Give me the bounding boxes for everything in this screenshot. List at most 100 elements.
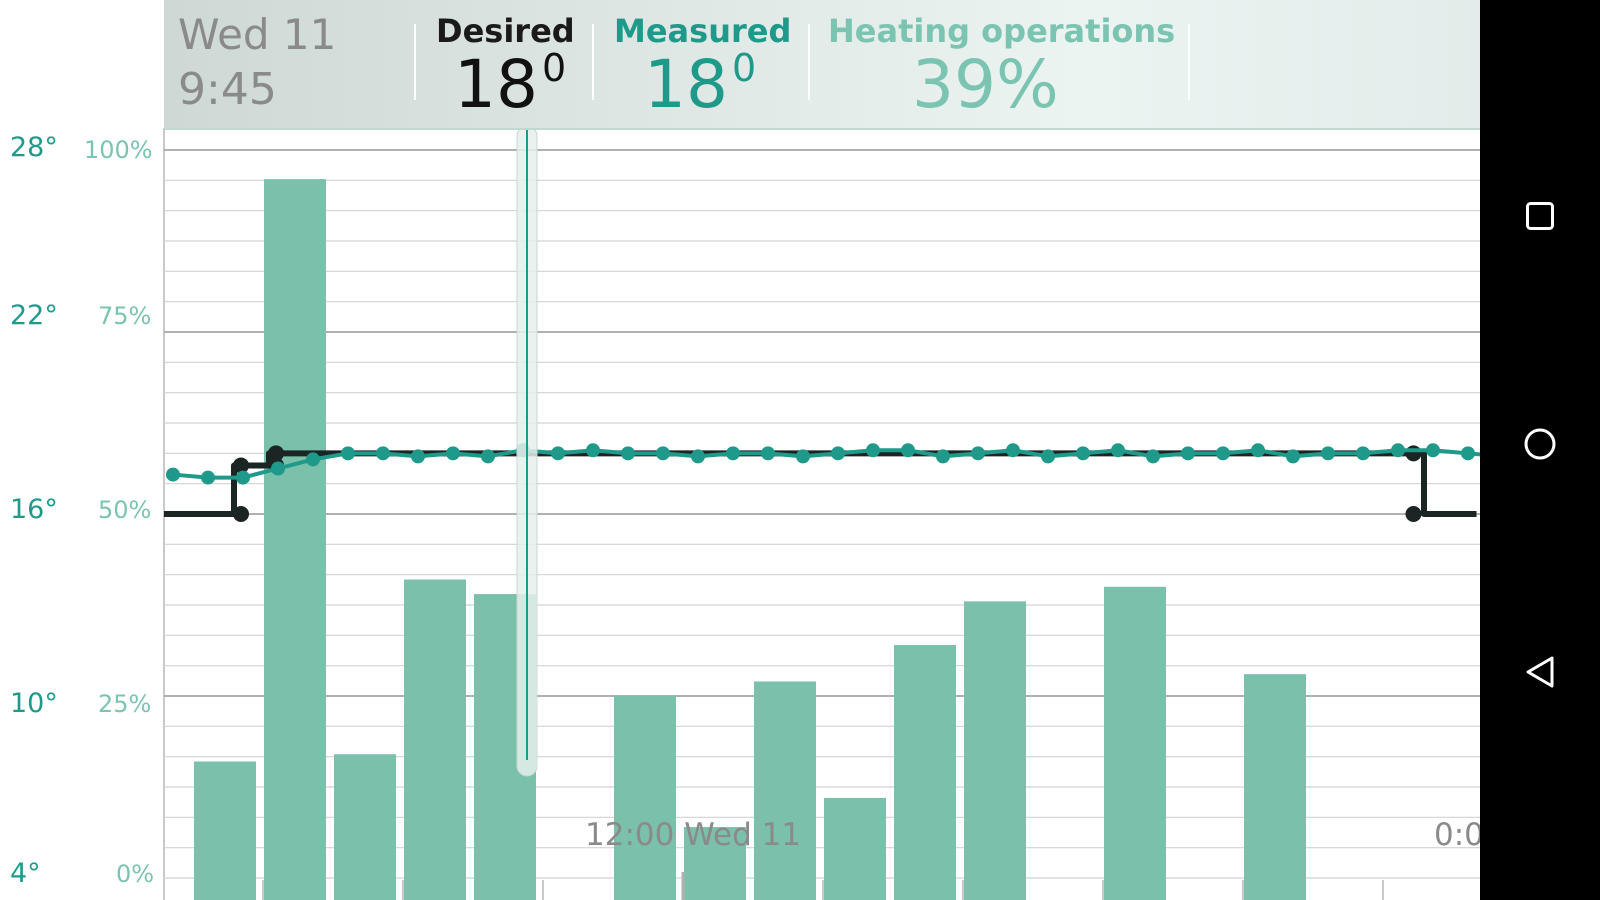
temp-tick-label: 10° bbox=[10, 688, 58, 719]
desired-line bbox=[164, 450, 1477, 517]
percent-tick-label: 0% bbox=[116, 860, 155, 888]
measured-point bbox=[901, 443, 915, 458]
time-label: 9:45 bbox=[178, 64, 277, 115]
measured-temperature-series bbox=[166, 443, 1480, 485]
measured-point bbox=[866, 443, 880, 458]
measured-number: 18 bbox=[644, 46, 728, 123]
temp-tick-label: 4° bbox=[10, 858, 41, 889]
measured-point bbox=[621, 446, 635, 461]
measured-point bbox=[761, 446, 775, 461]
measured-point bbox=[1391, 443, 1405, 458]
measured-point bbox=[481, 449, 495, 464]
measured-point bbox=[1426, 443, 1440, 458]
measured-point bbox=[1006, 443, 1020, 458]
heating-bars bbox=[194, 179, 1306, 900]
measured-value: 18 0 bbox=[644, 46, 756, 123]
heating-label: Heating operations bbox=[828, 12, 1176, 50]
heating-block[interactable]: Heating operations 39% bbox=[828, 0, 1175, 128]
header-divider bbox=[414, 24, 416, 100]
heating-bar bbox=[754, 681, 816, 900]
desired-point[interactable] bbox=[1405, 445, 1422, 462]
percent-tick-label: 50% bbox=[98, 496, 152, 524]
measured-point bbox=[551, 446, 565, 461]
measured-point bbox=[1181, 446, 1195, 461]
measured-point bbox=[796, 449, 810, 464]
desired-label: Desired bbox=[436, 12, 575, 50]
measured-point bbox=[656, 446, 670, 461]
heating-bar bbox=[404, 579, 466, 900]
measured-degree: 0 bbox=[731, 46, 757, 90]
measured-point bbox=[1041, 449, 1055, 464]
back-button[interactable] bbox=[1510, 642, 1570, 702]
desired-degree: 0 bbox=[541, 46, 567, 90]
heating-bar bbox=[894, 645, 956, 900]
measured-point bbox=[446, 446, 460, 461]
date-label: Wed 11 bbox=[178, 10, 337, 59]
measured-point bbox=[1321, 446, 1335, 461]
percent-tick-label: 100% bbox=[84, 136, 153, 164]
measured-point bbox=[1216, 446, 1230, 461]
circle-icon bbox=[1524, 428, 1556, 460]
measured-point bbox=[1251, 443, 1265, 458]
measured-point bbox=[376, 446, 390, 461]
heating-value: 39% bbox=[912, 46, 1059, 123]
time-cursor[interactable] bbox=[516, 125, 538, 777]
home-button[interactable] bbox=[1510, 414, 1570, 474]
heating-bar bbox=[824, 797, 886, 900]
heating-bar bbox=[264, 179, 326, 900]
measured-point bbox=[971, 446, 985, 461]
measured-point bbox=[831, 446, 845, 461]
measured-point bbox=[341, 446, 355, 461]
measured-point bbox=[306, 452, 320, 467]
measured-point bbox=[1461, 446, 1475, 461]
measured-point bbox=[166, 467, 180, 482]
percent-tick-label: 25% bbox=[98, 690, 152, 718]
heating-bar bbox=[334, 754, 396, 900]
measured-point bbox=[1111, 443, 1125, 458]
time-label-midnight: 0:0 bbox=[1434, 817, 1480, 853]
temp-tick-label: 28° bbox=[10, 132, 58, 163]
measured-point bbox=[586, 443, 600, 458]
android-nav-bar bbox=[1480, 0, 1600, 900]
header-divider bbox=[592, 24, 594, 100]
measured-line bbox=[172, 448, 1480, 480]
measured-point bbox=[936, 449, 950, 464]
measured-point bbox=[271, 461, 285, 476]
heating-bar bbox=[1244, 674, 1306, 900]
heating-bar bbox=[614, 696, 676, 900]
chart-area[interactable]: 12:00 Wed 11 0:0 bbox=[0, 0, 1480, 900]
desired-point[interactable] bbox=[268, 445, 284, 462]
desired-point[interactable] bbox=[233, 457, 249, 474]
heating-bar bbox=[684, 827, 746, 900]
time-labels: 12:00 Wed 11 0:0 bbox=[585, 817, 1480, 853]
desired-value: 18 0 bbox=[454, 46, 566, 123]
temp-tick-label: 22° bbox=[10, 300, 58, 331]
square-icon bbox=[1526, 202, 1554, 230]
desired-block[interactable]: Desired 18 0 bbox=[434, 0, 594, 128]
measured-point bbox=[201, 470, 215, 485]
status-header: Wed 11 9:45 Desired 18 0 Measured 18 0 Hea… bbox=[164, 0, 1480, 130]
desired-number: 18 bbox=[454, 46, 538, 123]
heating-bar bbox=[964, 601, 1026, 900]
measured-point bbox=[1076, 446, 1090, 461]
measured-point bbox=[1356, 446, 1370, 461]
measured-point bbox=[691, 449, 705, 464]
heating-bar bbox=[194, 761, 256, 900]
header-divider bbox=[1188, 24, 1190, 100]
recents-button[interactable] bbox=[1510, 186, 1570, 246]
measured-point bbox=[411, 449, 425, 464]
header-divider bbox=[808, 24, 810, 100]
measured-point bbox=[236, 470, 250, 485]
thermostat-app: 12:00 Wed 11 0:0 28° 22° 16° 10° 4° 100%… bbox=[0, 0, 1480, 900]
measured-block[interactable]: Measured 18 0 bbox=[614, 0, 791, 128]
measured-point bbox=[1146, 449, 1160, 464]
measured-label: Measured bbox=[614, 12, 792, 50]
triangle-back-icon bbox=[1526, 656, 1554, 688]
heating-bar bbox=[1104, 586, 1166, 900]
time-ticks bbox=[262, 872, 1384, 900]
desired-point[interactable] bbox=[1405, 506, 1422, 522]
percent-tick-label: 75% bbox=[98, 302, 152, 330]
date-time-block: Wed 11 9:45 bbox=[178, 0, 408, 128]
desired-point[interactable] bbox=[233, 506, 249, 522]
time-label-noon: 12:00 Wed 11 bbox=[585, 817, 801, 853]
